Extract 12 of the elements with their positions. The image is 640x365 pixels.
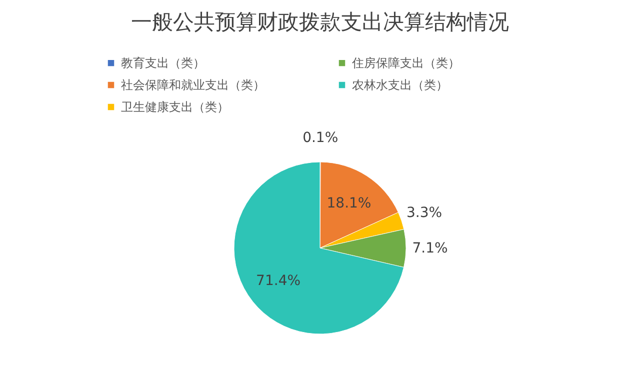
data-label: 18.1% <box>326 195 372 212</box>
legend-label: 教育支出（类） <box>121 56 205 70</box>
pie-slice <box>234 162 404 334</box>
legend-label: 卫生健康支出（类） <box>121 100 229 114</box>
chart-title: 一般公共预算财政拨款支出决算结构情况 <box>131 10 509 34</box>
legend-label: 社会保障和就业支出（类） <box>121 78 265 92</box>
data-label: 71.4% <box>256 273 301 290</box>
legend-label: 农林水支出（类） <box>352 78 448 92</box>
data-label: 3.3% <box>406 205 442 222</box>
legend-label: 住房保障支出（类） <box>351 56 460 70</box>
data-label: 7.1% <box>412 240 448 256</box>
data-label: 0.1% <box>302 130 338 146</box>
